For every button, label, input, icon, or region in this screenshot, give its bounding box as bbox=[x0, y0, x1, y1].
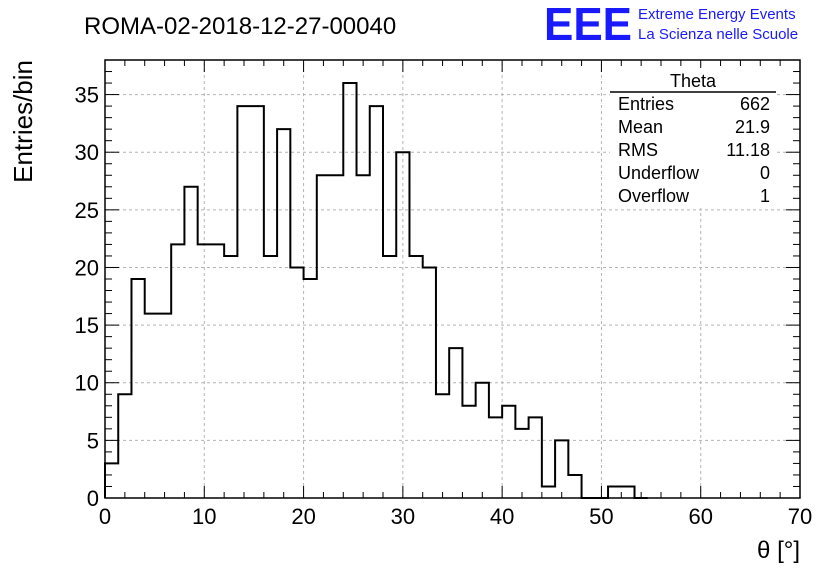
plot-frame bbox=[104, 59, 801, 499]
y-tick-label: 10 bbox=[75, 371, 99, 396]
histogram-bin bbox=[383, 256, 396, 498]
histogram-bin bbox=[105, 463, 118, 498]
x-tick-label: 20 bbox=[291, 504, 315, 529]
stats-row-label: Overflow bbox=[618, 186, 690, 206]
y-tick-label: 5 bbox=[87, 428, 99, 453]
x-tick-label: 50 bbox=[589, 504, 613, 529]
histogram-bin bbox=[237, 106, 250, 498]
histogram-bin bbox=[224, 256, 237, 498]
x-tick-label: 30 bbox=[391, 504, 415, 529]
x-tick-label: 70 bbox=[788, 504, 812, 529]
x-tick-label: 60 bbox=[688, 504, 712, 529]
stats-row-label: Mean bbox=[618, 117, 663, 137]
histogram-bin bbox=[198, 244, 211, 498]
histogram-series bbox=[104, 82, 648, 499]
histogram-bin bbox=[436, 394, 449, 498]
histogram-bin bbox=[118, 394, 131, 498]
stats-box-rows: Entries 662 Mean 21.9 RMS 11.18 Underflow 0 Over… bbox=[618, 94, 770, 206]
histogram-bin bbox=[145, 314, 158, 498]
x-axis-label: θ [°] bbox=[757, 537, 800, 564]
logo-line1: Extreme Energy Events bbox=[638, 6, 796, 23]
stats-box: Theta Entries 662 Mean 21.9 RMS 11.18 Underflo… bbox=[610, 68, 776, 208]
y-tick-label: 0 bbox=[87, 486, 99, 511]
x-tick-label: 10 bbox=[192, 504, 216, 529]
histogram-bin bbox=[290, 267, 303, 498]
histogram-bin bbox=[529, 417, 542, 498]
histogram-bin bbox=[462, 406, 475, 498]
histogram-bin bbox=[502, 406, 515, 498]
histogram-bin bbox=[515, 429, 528, 498]
histogram-bin bbox=[317, 175, 330, 498]
histogram-bin bbox=[264, 256, 277, 498]
histogram-bin bbox=[608, 486, 621, 498]
histogram-bin bbox=[449, 348, 462, 498]
stats-row-label: Entries bbox=[618, 94, 674, 114]
histogram-bin bbox=[211, 244, 224, 498]
histogram-bin bbox=[171, 244, 184, 498]
chart-title: ROMA-02-2018-12-27-00040 bbox=[84, 13, 396, 40]
y-tick-label: 30 bbox=[75, 140, 99, 165]
histogram-bin bbox=[131, 279, 144, 498]
histogram-bin bbox=[370, 106, 383, 498]
y-tick-label: 25 bbox=[75, 198, 99, 223]
histogram-bin bbox=[184, 187, 197, 498]
histogram-bin bbox=[542, 486, 555, 498]
stats-row-label: RMS bbox=[618, 140, 658, 160]
stats-row-label: Underflow bbox=[618, 163, 700, 183]
stats-row-value: 11.18 bbox=[726, 140, 770, 160]
x-tick-label: 0 bbox=[99, 504, 111, 529]
histogram-bin bbox=[304, 279, 317, 498]
stats-box-title: Theta bbox=[670, 71, 717, 91]
y-tick-label: 15 bbox=[75, 313, 99, 338]
histogram-bin bbox=[423, 267, 436, 498]
logo-line2: La Scienza nelle Scuole bbox=[638, 26, 798, 43]
x-tick-label: 40 bbox=[490, 504, 514, 529]
eee-logo: EEE Extreme Energy Events La Scienza nel… bbox=[544, 0, 798, 50]
y-tick-label: 20 bbox=[75, 255, 99, 280]
histogram-bin bbox=[489, 417, 502, 498]
histogram-bin bbox=[621, 486, 634, 498]
histogram-bin bbox=[555, 440, 568, 498]
stats-row-value: 1 bbox=[760, 186, 770, 206]
histogram-bin bbox=[343, 83, 356, 498]
histogram-bin bbox=[396, 152, 409, 498]
histogram-bin bbox=[277, 129, 290, 498]
histogram-bin bbox=[476, 383, 489, 498]
stats-row-value: 21.9 bbox=[735, 117, 770, 137]
histogram-outline bbox=[104, 82, 648, 499]
histogram-bin bbox=[330, 175, 343, 498]
y-axis-label: Entries/bin bbox=[8, 60, 38, 183]
y-tick-label: 35 bbox=[75, 83, 99, 108]
histogram-bin bbox=[568, 475, 581, 498]
stats-row-value: 662 bbox=[740, 94, 770, 114]
histogram-bin bbox=[251, 106, 264, 498]
histogram-bin bbox=[357, 175, 370, 498]
histogram-bin bbox=[158, 314, 171, 498]
logo-letters: EEE bbox=[544, 0, 632, 50]
histogram-bin bbox=[409, 256, 422, 498]
stats-row-value: 0 bbox=[760, 163, 770, 183]
